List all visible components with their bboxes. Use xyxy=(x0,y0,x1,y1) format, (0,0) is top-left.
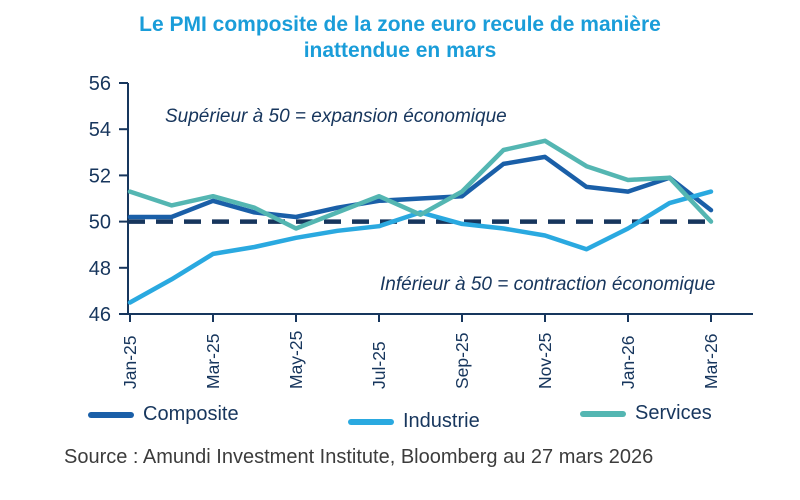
y-tick-label: 52 xyxy=(89,165,111,187)
series-line-services xyxy=(127,138,714,231)
legend-item-services: Services xyxy=(580,402,712,425)
composite-line-swatch xyxy=(88,411,134,418)
x-tick-label: Jan-25 xyxy=(120,335,140,389)
x-tick-label: May-25 xyxy=(286,331,306,389)
legend-item-industrie: Industrie xyxy=(348,410,480,433)
x-tick-label: Nov-25 xyxy=(535,333,555,389)
legend-item-composite: Composite xyxy=(88,403,239,426)
chart-legend: Composite Industrie Services xyxy=(0,395,800,437)
x-tick-label: Jul-25 xyxy=(369,341,389,389)
chart-title: Le PMI composite de la zone euro recule … xyxy=(139,13,661,63)
y-tick-label: 54 xyxy=(89,119,111,141)
legend-label-composite: Composite xyxy=(143,403,239,425)
y-tick-label: 48 xyxy=(89,258,111,280)
y-tick-label: 50 xyxy=(89,212,111,234)
contraction-annotation: Inférieur à 50 = contraction économique xyxy=(380,274,716,295)
services-line-swatch xyxy=(580,410,626,417)
source-caption: Source : Amundi Investment Institute, Bl… xyxy=(64,446,654,468)
y-tick-label: 46 xyxy=(89,304,111,326)
legend-label-services: Services xyxy=(635,402,712,424)
y-tick-label: 56 xyxy=(89,73,111,95)
expansion-annotation: Supérieur à 50 = expansion économique xyxy=(165,106,507,127)
x-tick-label: Mar-26 xyxy=(701,334,721,389)
x-tick-label: Mar-25 xyxy=(203,334,223,389)
legend-label-industrie: Industrie xyxy=(403,410,480,432)
x-tick-label: Jan-26 xyxy=(618,335,638,389)
x-tick-label: Sep-25 xyxy=(452,333,472,389)
series-line-composite xyxy=(127,154,714,220)
industrie-line-swatch xyxy=(348,418,394,425)
